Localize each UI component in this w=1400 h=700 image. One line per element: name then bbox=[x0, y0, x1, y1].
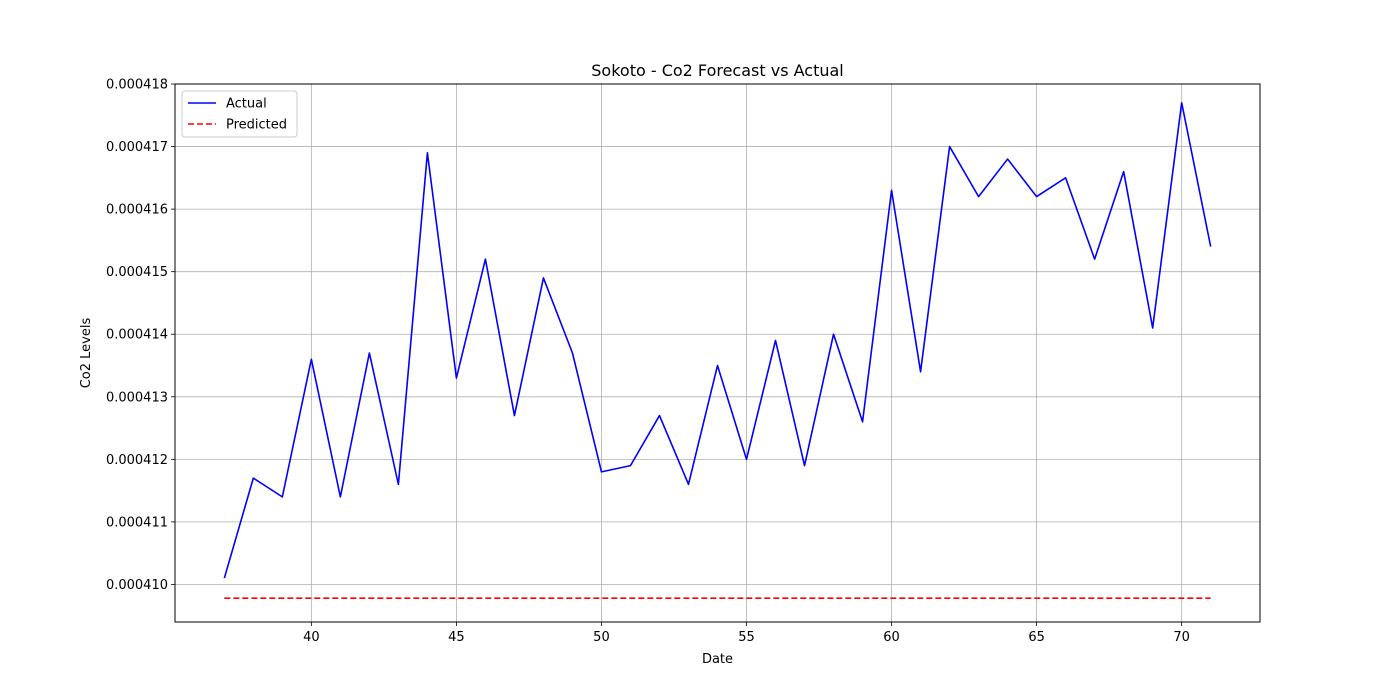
y-tick-label: 0.000416 bbox=[106, 203, 168, 218]
ticks: 40 45 50 55 60 65 70 0.000410 0.000411 0.000412 0.… bbox=[106, 78, 1190, 646]
x-tick-label: 55 bbox=[738, 630, 755, 645]
plot-frame bbox=[174, 83, 1261, 623]
y-tick-label: 0.000413 bbox=[106, 390, 168, 405]
x-tick-label: 50 bbox=[593, 630, 610, 645]
y-tick-label: 0.000417 bbox=[106, 140, 168, 155]
y-tick-label: 0.000412 bbox=[106, 453, 168, 468]
y-tick-label: 0.000415 bbox=[106, 265, 168, 280]
x-tick-label: 40 bbox=[303, 630, 320, 645]
x-tick-label: 45 bbox=[448, 630, 465, 645]
x-tick-label: 65 bbox=[1028, 630, 1045, 645]
legend-label-actual: Actual bbox=[226, 97, 267, 112]
y-tick-label: 0.000410 bbox=[106, 578, 168, 593]
x-axis-label: Date bbox=[702, 652, 733, 667]
legend-label-predicted: Predicted bbox=[226, 118, 287, 133]
series-layer bbox=[223, 101, 1212, 600]
chart-title: Sokoto - Co2 Forecast vs Actual bbox=[591, 61, 843, 80]
y-tick-label: 0.000418 bbox=[106, 78, 168, 93]
series-line-actual bbox=[223, 101, 1212, 579]
y-axis-label: Co2 Levels bbox=[79, 318, 94, 389]
y-tick-label: 0.000411 bbox=[106, 515, 168, 530]
y-tick-label: 0.000414 bbox=[106, 328, 168, 343]
x-tick-label: 70 bbox=[1173, 630, 1190, 645]
grid bbox=[175, 83, 1260, 622]
x-tick-label: 60 bbox=[883, 630, 900, 645]
legend: Actual Predicted bbox=[181, 90, 298, 138]
